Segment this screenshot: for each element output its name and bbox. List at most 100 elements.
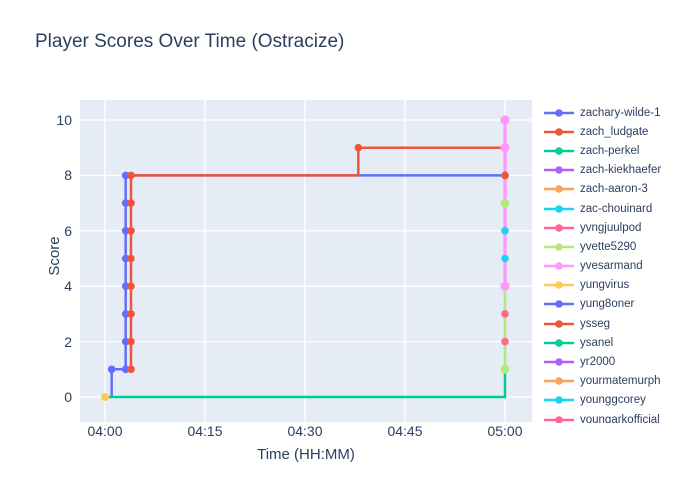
marker-zachary-wilde-1 [107,365,116,374]
x-tick-label: 04:45 [387,423,423,439]
marker-zac-chouinard [501,227,509,235]
trace-line-zach_ludgate [129,146,505,370]
y-axis-title: Score [46,236,63,276]
legend-color-swatch [544,339,574,347]
legend-color-swatch [544,223,574,232]
legend-item-zach_ludgate[interactable]: zach_ludgate [544,122,700,141]
x-tick-label: 04:15 [187,423,223,439]
legend-item-label: yungvirus [580,279,630,292]
chart-title: Player Scores Over Time (Ostracize) [35,31,345,52]
legend-item-zach-kiekhaefer[interactable]: zach-kiekhaefer [544,161,700,180]
legend-item-yvette5290[interactable]: yvette5290 [544,237,700,256]
legend-color-swatch [544,281,574,290]
legend-item-ysseg[interactable]: ysseg [544,314,700,333]
legend-item-zach-aaron-3[interactable]: zach-aaron-3 [544,180,700,199]
legend-item-label: ysanel [580,336,614,349]
legend-swatch-dot [555,319,563,328]
marker-zach_ludgate [127,227,135,235]
legend-item-label: yung8oner [580,298,635,311]
legend-item-zachary-wilde-1[interactable]: zachary-wilde-1 [544,103,700,122]
trace-line-zach-perkel [105,369,507,399]
marker-zachary-wilde-1 [121,337,130,346]
legend-swatch-dot [555,377,563,386]
y-tick-label: 6 [64,222,72,239]
plot-area[interactable] [80,100,532,422]
legend-color-swatch [544,147,574,155]
legend-item-label: zac-chouinard [580,202,653,215]
legend-color-swatch [544,358,574,366]
legend-color-swatch [544,377,574,386]
legend-item-yvngjuulpod[interactable]: yvngjuulpod [544,218,700,237]
y-tick-label: 8 [64,167,72,184]
marker-zachary-wilde-1 [121,171,130,180]
legend-swatch-dot [555,339,563,347]
legend-color-swatch [544,300,574,309]
marker-zach_ludgate [354,143,363,152]
marker-zach_ludgate [127,171,135,180]
legend-item-label: yvesarmand [580,260,643,273]
marker-yvngjuulpod [501,337,509,346]
legend-swatch-dot [555,300,563,309]
marker-zachary-wilde-1 [121,282,130,290]
x-axis-title: Time (HH:MM) [257,446,355,463]
legend-item-label: ysseg [580,317,611,330]
marker-zachary-wilde-1 [121,365,130,374]
marker-zach_ludgate [127,310,135,318]
legend-item-label: zach-aaron-3 [580,183,648,196]
y-tick-label: 10 [56,112,72,128]
legend-item-label: zach-kiekhaefer [580,164,662,177]
legend-item-yung8oner[interactable]: yung8oner [544,295,700,314]
x-tick-label: 04:00 [87,423,123,439]
legend-item-label: yourmatemurph [580,375,661,388]
marker-zachary-wilde-1 [121,227,130,235]
marker-yvette5290 [500,198,510,208]
legend: zachary-wilde-1 zach_ludgate zach-perkel za… [544,103,700,423]
marker-yvesarmand [500,115,510,125]
legend-swatch-dot [555,262,563,270]
legend-item-label: yvette5290 [580,240,637,253]
legend-item-yourmatemurph[interactable]: yourmatemurph [544,372,700,391]
legend-swatch-dot [555,185,563,194]
legend-swatch-dot [555,415,563,423]
legend-item-label: zachary-wilde-1 [580,106,661,119]
marker-zach_ludgate [127,254,135,263]
marker-zachary-wilde-1 [121,199,130,207]
y-tick-label: 4 [64,278,72,295]
legend-color-swatch [544,185,574,194]
marker-yvngjuulpod [501,310,509,318]
legend-item-younggcorey[interactable]: younggcorey [544,391,700,410]
legend-color-swatch [544,396,574,405]
marker-ysseg [501,171,509,180]
legend-item-label: zach-perkel [580,144,640,157]
legend-item-yr2000[interactable]: yr2000 [544,352,700,371]
legend-swatch-dot [555,223,563,232]
marker-zachary-wilde-1 [121,254,130,263]
legend-item-label: zach_ludgate [580,125,649,138]
legend-item-zach-perkel[interactable]: zach-perkel [544,141,700,160]
legend-swatch-dot [555,204,563,213]
legend-swatch-dot [555,166,563,174]
marker-zac-chouinard [501,254,509,263]
marker-yvesarmand [500,143,510,153]
legend-color-swatch [544,166,574,174]
legend-swatch-dot [555,243,563,251]
legend-item-youngarkofficial[interactable]: youngarkofficial [544,410,700,423]
legend-item-yvesarmand[interactable]: yvesarmand [544,257,700,276]
legend-swatch-dot [555,147,563,155]
x-tick-label: 05:00 [487,423,523,439]
legend-item-label: younggcorey [580,394,646,407]
legend-item-ysanel[interactable]: ysanel [544,333,700,352]
legend-color-swatch [544,108,574,117]
marker-zach_ludgate [127,337,135,346]
legend-swatch-dot [555,358,563,366]
legend-item-label: yvngjuulpod [580,221,642,234]
marker-zach_ludgate [127,199,135,207]
y-tick-label: 0 [64,389,72,405]
legend-item-label: youngarkofficial [580,413,660,423]
legend-item-yungvirus[interactable]: yungvirus [544,276,700,295]
legend-color-swatch [544,127,574,136]
plot-svg [80,100,532,422]
legend-item-zac-chouinard[interactable]: zac-chouinard [544,199,700,218]
legend-item-label: yr2000 [580,356,616,369]
